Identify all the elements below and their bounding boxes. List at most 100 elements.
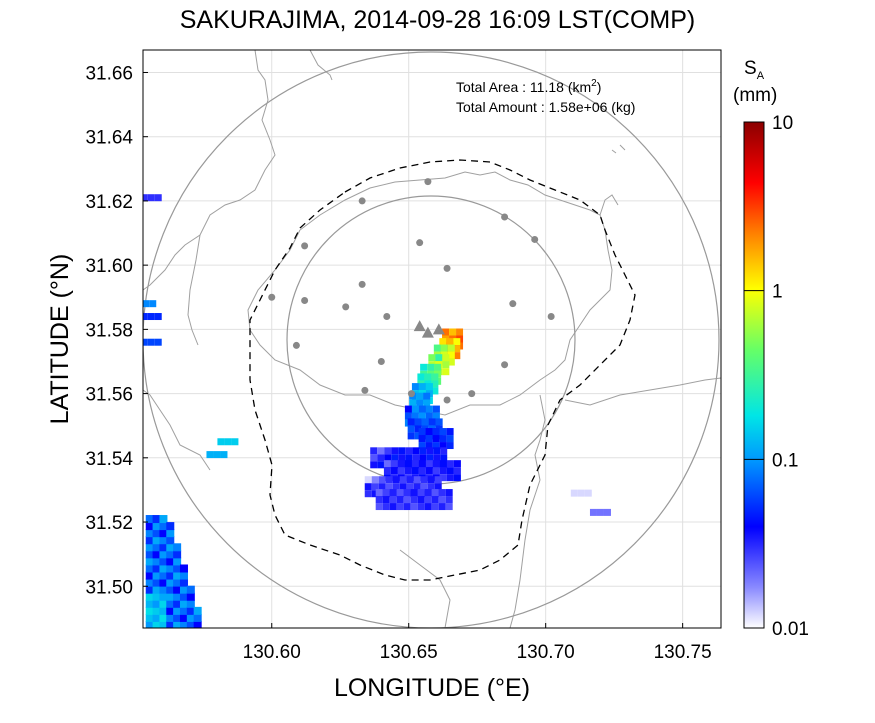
colorbar xyxy=(743,121,765,629)
page-title: SAKURAJIMA, 2014-09-28 16:09 LST(COMP) xyxy=(179,6,696,34)
ash-cell xyxy=(427,483,435,491)
ash-cell xyxy=(416,399,424,407)
ash-cell xyxy=(428,354,436,362)
ash-cell xyxy=(453,467,461,475)
x-axis-ticks: 130.60 130.65 130.70 130.75 xyxy=(243,623,712,663)
x-tick-label: 130.75 xyxy=(654,642,712,663)
ash-cell xyxy=(426,454,434,462)
ash-cell xyxy=(166,606,175,615)
ash-cell xyxy=(179,564,188,573)
station-marker xyxy=(292,341,300,349)
ash-cell xyxy=(414,425,422,433)
y-tick-label: 31.66 xyxy=(85,63,133,84)
y-tick-label: 31.54 xyxy=(85,449,133,470)
ash-cell xyxy=(442,368,450,376)
station-marker xyxy=(342,303,350,311)
vent-marker xyxy=(432,323,445,335)
ash-cell xyxy=(377,447,385,455)
ash-cell xyxy=(371,476,379,484)
ash-cell xyxy=(446,460,454,468)
ash-cell xyxy=(407,432,415,440)
ash-cell xyxy=(186,621,195,628)
ash-cell xyxy=(166,543,175,552)
ash-cell xyxy=(220,451,228,459)
ash-cell xyxy=(433,344,441,352)
station-marker xyxy=(268,293,276,301)
ash-cell xyxy=(418,405,426,413)
ash-cell xyxy=(440,344,448,352)
ash-cell xyxy=(159,522,168,531)
coastline xyxy=(143,50,721,628)
ash-cell xyxy=(166,592,175,601)
ash-cell xyxy=(390,467,398,475)
ash-cell xyxy=(173,585,182,594)
ash-cell xyxy=(145,578,154,587)
ash-cell xyxy=(152,564,161,573)
y-axis-label: LATITUDE (°N) xyxy=(46,254,74,425)
ash-cell xyxy=(396,489,404,497)
ash-cell xyxy=(442,361,450,369)
ash-cell xyxy=(152,585,161,594)
ash-cell xyxy=(179,606,188,615)
ash-cell xyxy=(179,599,188,608)
ash-cell xyxy=(375,503,383,511)
y-tick-label: 31.52 xyxy=(85,513,133,534)
colorbar-tick-label: 0.01 xyxy=(772,619,809,640)
ash-cell xyxy=(405,447,413,455)
colorbar-tick-label: 0.1 xyxy=(772,450,798,471)
ash-cell xyxy=(159,564,168,573)
ash-cell xyxy=(193,621,202,628)
station-marker xyxy=(443,264,451,272)
ash-cell xyxy=(173,599,182,608)
ash-cell xyxy=(145,585,154,594)
ash-cell xyxy=(152,543,161,552)
ash-cell xyxy=(391,454,399,462)
ash-cell xyxy=(425,383,433,391)
ash-cell xyxy=(438,496,446,504)
y-tick-label: 31.60 xyxy=(85,256,133,277)
ash-cell xyxy=(412,447,420,455)
ash-cell xyxy=(432,442,440,450)
ash-cell xyxy=(154,194,162,202)
ash-cell xyxy=(411,412,419,420)
station-marker xyxy=(361,386,369,394)
station-marker xyxy=(407,390,415,398)
ash-cell xyxy=(154,338,162,346)
ash-cell xyxy=(425,435,433,443)
ash-cell xyxy=(370,447,378,455)
ash-cell xyxy=(445,503,453,511)
ash-cell xyxy=(435,354,443,362)
ash-cell xyxy=(145,529,154,538)
ash-cell xyxy=(143,338,148,346)
ash-cell xyxy=(412,454,420,462)
ash-cell xyxy=(231,438,239,446)
ash-cell xyxy=(424,496,432,504)
colorbar-unit: (mm) xyxy=(733,85,777,106)
ash-cell xyxy=(154,313,162,321)
ash-cell xyxy=(453,460,461,468)
x-axis-label: LONGITUDE (°E) xyxy=(334,674,530,702)
colorbar-tick-label: 1 xyxy=(772,282,783,303)
station-marker xyxy=(424,178,432,186)
ash-cell xyxy=(152,599,161,608)
ash-cell xyxy=(152,592,161,601)
ash-cell xyxy=(371,490,379,498)
ash-cell xyxy=(398,454,406,462)
ash-cell xyxy=(425,412,433,420)
station-marker xyxy=(468,390,476,398)
ash-cell xyxy=(179,613,188,622)
ash-cell xyxy=(186,613,195,622)
ash-cell xyxy=(439,428,447,436)
ash-cell xyxy=(404,460,412,468)
ash-cell xyxy=(166,571,175,580)
ash-cell xyxy=(159,550,168,559)
station-marker xyxy=(377,357,385,365)
ash-cell xyxy=(166,564,175,573)
total-amount-annotation: Total Amount : 1.58e+06 (kg) xyxy=(456,99,635,115)
ash-cell xyxy=(414,418,422,426)
ash-cell xyxy=(425,460,433,468)
y-tick-label: 31.58 xyxy=(85,320,133,341)
ash-cell xyxy=(159,606,168,615)
station-marker xyxy=(547,313,555,321)
ash-cell xyxy=(403,496,411,504)
